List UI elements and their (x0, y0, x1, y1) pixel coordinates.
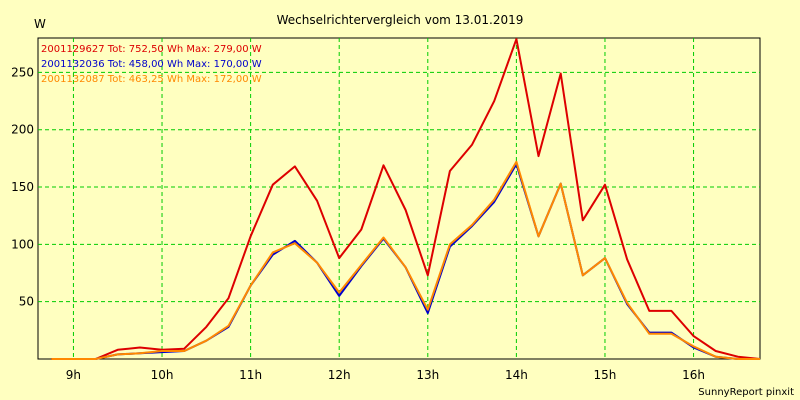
series-line-2001132087 (51, 160, 760, 360)
x-tick-label: 10h (151, 368, 174, 382)
x-tick-label: 14h (505, 368, 528, 382)
tick-labels: 9h 10h 11h 12h 13h 14h 15h 16h 50 100 150 200 250 (11, 65, 705, 382)
legend-entry-2001132087: 2001132087 Tot: 463,25 Wh Max: 172,00 W (41, 74, 262, 85)
y-tick-label: 50 (19, 295, 34, 309)
legend-entry-2001129627: 2001129627 Tot: 752,50 Wh Max: 279,00 W (41, 44, 262, 55)
grid (38, 38, 760, 359)
legend: 2001129627 Tot: 752,50 Wh Max: 279,00 W 2… (41, 44, 262, 85)
series-line-2001129627 (51, 38, 761, 360)
x-tick-label: 9h (66, 368, 81, 382)
x-tick-label: 16h (682, 368, 705, 382)
y-tick-label: 100 (11, 237, 34, 251)
legend-entry-2001132036: 2001132036 Tot: 458,00 Wh Max: 170,00 W (41, 59, 262, 70)
y-tick-label: 250 (11, 65, 34, 79)
x-tick-label: 13h (416, 368, 439, 382)
y-tick-label: 200 (11, 123, 34, 137)
y-axis-label: W (34, 17, 46, 31)
plot-area (37, 37, 761, 360)
x-tick-label: 11h (239, 368, 262, 382)
chart-title: Wechselrichtervergleich vom 13.01.2019 (277, 13, 524, 27)
y-tick-label: 150 (11, 180, 34, 194)
series-line-2001132036 (51, 163, 760, 360)
footer-credit: SunnyReport pinxit (698, 387, 794, 398)
x-tick-label: 12h (328, 368, 351, 382)
series-lines (51, 38, 761, 360)
x-tick-label: 15h (594, 368, 617, 382)
